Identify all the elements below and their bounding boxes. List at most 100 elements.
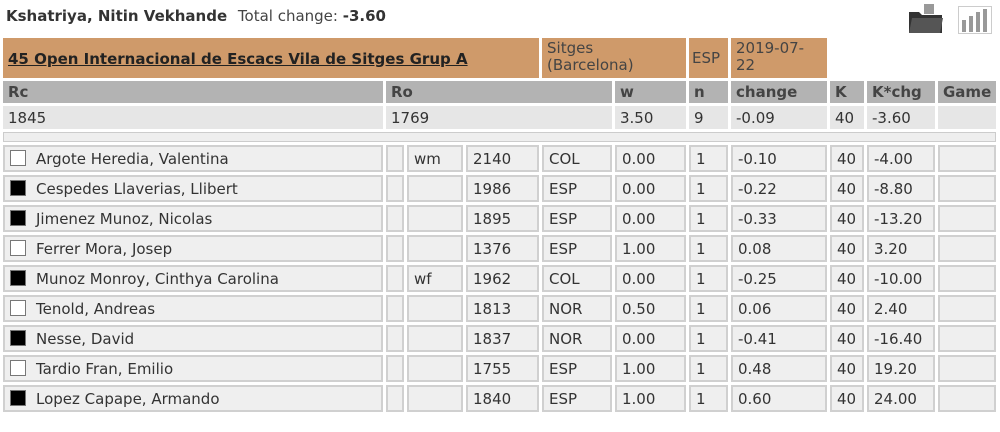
total-change-value: -3.60: [342, 7, 386, 25]
game-w: 0.00: [615, 265, 686, 292]
game-change: -0.41: [731, 325, 827, 352]
summary-n: 9: [689, 106, 728, 129]
game-link-cell[interactable]: [938, 205, 997, 232]
header-k: K: [830, 81, 864, 103]
game-k: 40: [830, 205, 864, 232]
game-kchg: -4.00: [867, 145, 935, 172]
tournament-link[interactable]: 45 Open Internacional de Escacs Vila de …: [8, 49, 468, 68]
game-k: 40: [830, 145, 864, 172]
game-n: 1: [689, 145, 728, 172]
player-name: Kshatriya, Nitin Vekhande: [6, 7, 228, 25]
game-row: Ferrer Mora, Josep 1376 ESP 1.00 1 0.08 40 3.20: [3, 235, 997, 262]
game-title: wf: [407, 265, 463, 292]
game-rating: 1962: [466, 265, 539, 292]
opponent-name: Munoz Monroy, Cinthya Carolina: [36, 269, 279, 288]
spacer-row: [3, 132, 997, 142]
game-k: 40: [830, 385, 864, 412]
game-fed: NOR: [542, 325, 612, 352]
summary-ro: 1769: [386, 106, 612, 129]
game-link-cell[interactable]: [938, 295, 997, 322]
black-piece-color-icon: [10, 329, 26, 346]
summary-w: 3.50: [615, 106, 686, 129]
game-w: 0.00: [615, 175, 686, 202]
game-w: 1.00: [615, 385, 686, 412]
folder-icon[interactable]: [908, 4, 944, 34]
summary-k: 40: [830, 106, 864, 129]
game-k: 40: [830, 355, 864, 382]
game-row: Tardio Fran, Emilio 1755 ESP 1.00 1 0.48 40 19.…: [3, 355, 997, 382]
game-n: 1: [689, 295, 728, 322]
game-title: [407, 295, 463, 322]
game-link-cell[interactable]: [938, 265, 997, 292]
game-kchg: -10.00: [867, 265, 935, 292]
game-rating: 1840: [466, 385, 539, 412]
game-n: 1: [689, 325, 728, 352]
summary-kchg: -3.60: [867, 106, 935, 129]
game-n: 1: [689, 265, 728, 292]
header-change: change: [731, 81, 827, 103]
header-ro: Ro: [386, 81, 612, 103]
game-title: [407, 385, 463, 412]
header-game: Game: [938, 81, 997, 103]
blank-cell: [386, 235, 404, 262]
game-link-cell[interactable]: [938, 235, 997, 262]
game-row: Nesse, David 1837 NOR 0.00 1 -0.41 40 -16.40: [3, 325, 997, 352]
game-link-cell[interactable]: [938, 355, 997, 382]
game-kchg: 24.00: [867, 385, 935, 412]
white-piece-color-icon: [10, 299, 26, 316]
game-n: 1: [689, 355, 728, 382]
game-row: Munoz Monroy, Cinthya Carolina wf 1962 COL 0…: [3, 265, 997, 292]
game-fed: ESP: [542, 205, 612, 232]
game-fed: COL: [542, 145, 612, 172]
game-change: 0.48: [731, 355, 827, 382]
summary-rc: 1845: [3, 106, 383, 129]
opponent-name: Jimenez Munoz, Nicolas: [36, 209, 213, 228]
opponent-cell: Jimenez Munoz, Nicolas: [3, 205, 383, 232]
black-piece-color-icon: [10, 389, 26, 406]
game-fed: ESP: [542, 385, 612, 412]
tournament-table: 45 Open Internacional de Escacs Vila de …: [0, 35, 999, 415]
game-link-cell[interactable]: [938, 325, 997, 352]
game-rating: 1837: [466, 325, 539, 352]
game-title: wm: [407, 145, 463, 172]
opponent-cell: Tardio Fran, Emilio: [3, 355, 383, 382]
opponent-cell: Ferrer Mora, Josep: [3, 235, 383, 262]
game-change: 0.60: [731, 385, 827, 412]
opponent-name: Cespedes Llaverias, Llibert: [36, 179, 238, 198]
opponent-cell: Lopez Capape, Armando: [3, 385, 383, 412]
game-link-cell[interactable]: [938, 385, 997, 412]
game-title: [407, 235, 463, 262]
black-piece-color-icon: [10, 209, 26, 226]
header-row: Rc Ro w n change K K*chg Game: [3, 81, 997, 103]
black-piece-color-icon: [10, 179, 26, 196]
game-fed: ESP: [542, 235, 612, 262]
tournament-row: 45 Open Internacional de Escacs Vila de …: [3, 38, 996, 78]
game-link-cell[interactable]: [938, 175, 997, 202]
white-piece-color-icon: [10, 239, 26, 256]
game-n: 1: [689, 175, 728, 202]
game-change: -0.33: [731, 205, 827, 232]
game-w: 0.00: [615, 145, 686, 172]
game-rating: 1376: [466, 235, 539, 262]
game-k: 40: [830, 325, 864, 352]
game-kchg: 2.40: [867, 295, 935, 322]
opponent-cell: Munoz Monroy, Cinthya Carolina: [3, 265, 383, 292]
game-change: -0.22: [731, 175, 827, 202]
game-fed: COL: [542, 265, 612, 292]
opponent-cell: Tenold, Andreas: [3, 295, 383, 322]
blank-cell: [386, 175, 404, 202]
game-w: 0.50: [615, 295, 686, 322]
game-row: Argote Heredia, Valentina wm 2140 COL 0.00 1-…: [3, 145, 997, 172]
opponent-name: Tenold, Andreas: [36, 299, 156, 318]
opponent-name: Ferrer Mora, Josep: [36, 239, 173, 258]
game-row: Lopez Capape, Armando 1840 ESP 1.00 1 0.60 40 2…: [3, 385, 997, 412]
game-row: Jimenez Munoz, Nicolas 1895 ESP 0.00 1 -0.33 4…: [3, 205, 997, 232]
bar-chart-icon[interactable]: [958, 6, 992, 34]
game-kchg: -16.40: [867, 325, 935, 352]
game-link-cell[interactable]: [938, 145, 997, 172]
opponent-cell: Cespedes Llaverias, Llibert: [3, 175, 383, 202]
total-change-label: Total change:: [237, 7, 338, 25]
opponent-name: Argote Heredia, Valentina: [36, 149, 229, 168]
summary-change: -0.09: [731, 106, 827, 129]
blank-cell: [386, 295, 404, 322]
